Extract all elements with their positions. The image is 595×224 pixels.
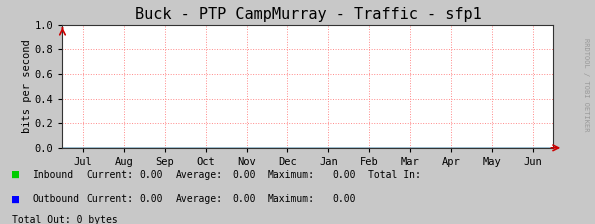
Text: 0.00: 0.00 (140, 194, 163, 204)
Y-axis label: bits per second: bits per second (22, 39, 32, 133)
Text: Average:: Average: (176, 194, 223, 204)
Text: Outbound: Outbound (33, 194, 80, 204)
Text: Maximum:: Maximum: (268, 194, 315, 204)
Text: RRDTOOL / TOBI OETIKER: RRDTOOL / TOBI OETIKER (583, 38, 589, 132)
Text: 0.00: 0.00 (332, 194, 355, 204)
Text: Inbound: Inbound (33, 170, 74, 180)
Text: Maximum:: Maximum: (268, 170, 315, 180)
Text: 0.00: 0.00 (332, 170, 355, 180)
Text: 0.00: 0.00 (232, 170, 255, 180)
Text: 0.00: 0.00 (140, 170, 163, 180)
Text: Current:: Current: (86, 194, 133, 204)
Text: 0.00: 0.00 (232, 194, 255, 204)
Text: Average:: Average: (176, 170, 223, 180)
Text: Total Out: 0 bytes: Total Out: 0 bytes (12, 215, 118, 224)
Text: Current:: Current: (86, 170, 133, 180)
Text: ■: ■ (12, 168, 19, 181)
Text: ■: ■ (12, 193, 19, 206)
Text: Total In:: Total In: (368, 170, 421, 180)
Title: Buck - PTP CampMurray - Traffic - sfp1: Buck - PTP CampMurray - Traffic - sfp1 (134, 7, 481, 22)
